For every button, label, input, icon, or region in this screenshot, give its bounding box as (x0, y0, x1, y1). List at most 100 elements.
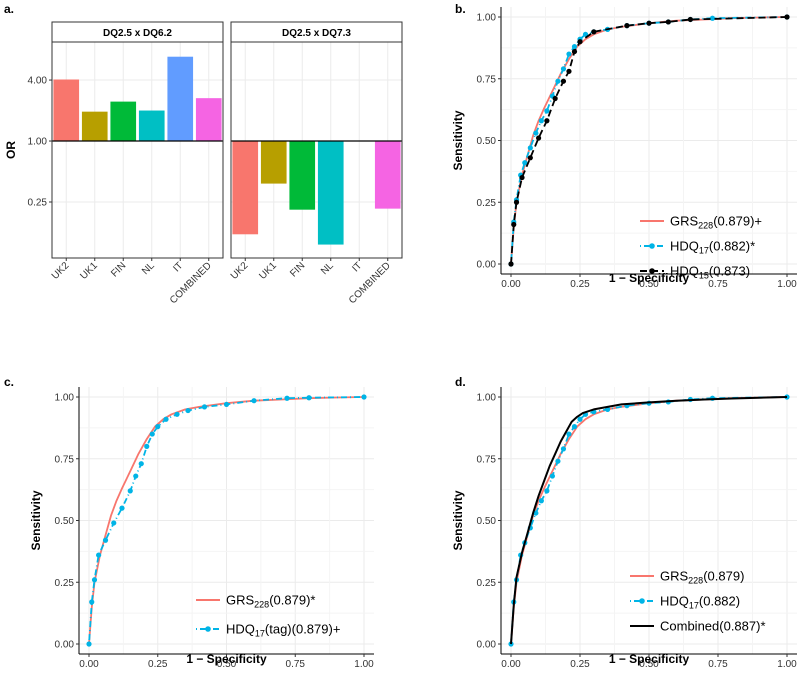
y-axis-title-a: OR (4, 141, 18, 159)
roc-point (144, 443, 150, 449)
bar-fin (289, 141, 316, 210)
legend-name: GRS (660, 569, 689, 584)
y-tick-label: 1.00 (55, 393, 75, 404)
panel-label-d: d. (455, 375, 466, 389)
y-axis-title: Sensitivity (451, 490, 465, 550)
legend-name: Combined (660, 619, 719, 634)
roc-point (624, 23, 630, 29)
x-tick-label: FIN (109, 260, 128, 279)
roc-point (138, 461, 144, 467)
x-tick-label: FIN (288, 260, 307, 279)
legend-suffix: (0.879)* (269, 593, 315, 608)
roc-panel-d: d. 0.00 0.00 0.25 0.25 0.50 0.50 0.75 0.75 1.00 1.… (451, 375, 797, 670)
x-tick-label: UK1 (257, 260, 279, 282)
x-tick-label: IT (171, 260, 185, 274)
roc-point (536, 135, 542, 141)
bar-combined (374, 141, 401, 209)
y-tick-label: 0.75 (477, 74, 497, 85)
legend-suffix: (tag)(0.879)+ (265, 622, 341, 637)
legend-key-point (639, 598, 645, 604)
y-tick-label: 0.50 (55, 516, 75, 527)
x-tick-label: UK2 (229, 260, 251, 282)
roc-point (185, 407, 191, 414)
roc-point (577, 416, 583, 422)
facet-border (51, 41, 224, 259)
facet-border (230, 41, 403, 259)
legend-subscript: 17 (689, 601, 699, 611)
roc-panel-b: b. 0.00 0.00 0.25 0.25 0.50 0.50 0.75 0.75 1.00 1.… (451, 2, 797, 290)
legend-label: GRS228(0.879)* (226, 593, 315, 610)
x-tick-label: 0.25 (570, 279, 590, 290)
legend-suffix: (0.882)* (709, 239, 755, 254)
roc-point (571, 44, 578, 50)
roc-point (91, 577, 98, 583)
legend-name: HDQ (670, 264, 699, 279)
legend-entry: HDQ17(tag)(0.879)+ (196, 622, 340, 639)
roc-point (544, 108, 550, 114)
roc-curve (510, 396, 788, 645)
bar-combined (195, 98, 222, 142)
x-tick-label: 0.00 (79, 659, 99, 670)
facet-title: DQ2.5 x DQ7.3 (282, 28, 351, 39)
y-tick-label: 0.50 (477, 516, 497, 527)
y-tick-label: 0.00 (477, 640, 497, 651)
bar-fin (110, 101, 137, 142)
y-tick-label: 0.25 (477, 198, 497, 209)
roc-point (163, 416, 169, 422)
legend-entry: GRS228(0.879)+ (640, 214, 762, 231)
bar-uk1 (81, 111, 108, 142)
roc-curve (88, 396, 365, 645)
legend-key-point (649, 243, 655, 249)
legend-entry: HDQ17(0.882) (630, 594, 740, 611)
y-tick-label: 0.50 (477, 136, 497, 147)
legend-label: HDQ17(0.882) (660, 594, 740, 611)
panel-label-a: a. (4, 2, 14, 16)
roc-point (361, 394, 367, 400)
roc-point (508, 261, 514, 267)
roc-curve (510, 16, 788, 265)
legend-suffix: (0.879)+ (713, 214, 762, 229)
roc-point (552, 95, 558, 102)
y-tick-label: 0.00 (55, 640, 75, 651)
roc-point (251, 398, 257, 404)
bar-nl (317, 141, 344, 245)
x-tick-label: 1.00 (354, 659, 374, 670)
x-tick-label: 0.75 (708, 279, 728, 290)
bar-it (167, 56, 194, 142)
legend-subscript: 228 (254, 600, 269, 610)
x-tick-label: 0.75 (708, 659, 728, 670)
x-tick-label: 0.50 (217, 659, 237, 670)
roc-point (544, 488, 550, 494)
legend-key-point (649, 268, 655, 274)
roc-point (665, 19, 671, 25)
legend-label: GRS228(0.879)+ (670, 214, 762, 231)
x-tick-label: 0.00 (501, 279, 521, 290)
roc-point (544, 118, 550, 124)
roc-point (560, 66, 567, 72)
bar-uk2 (53, 79, 80, 142)
legend-subscript: 17 (699, 246, 709, 256)
roc-point (560, 78, 567, 84)
roc-point (96, 552, 102, 558)
legend-name: GRS (226, 593, 255, 608)
roc-point (566, 431, 572, 437)
bar-uk2 (232, 141, 259, 235)
y-tick-label-a: 1.00 (28, 137, 48, 148)
x-tick-label: 0.25 (148, 659, 168, 670)
facet-title: DQ2.5 x DQ6.2 (103, 28, 172, 39)
roc-point (522, 160, 528, 166)
legend-label: GRS228(0.879) (660, 569, 744, 586)
bar-nl (138, 110, 165, 142)
legend-entry: GRS228(0.879) (630, 569, 744, 586)
y-tick-label: 0.25 (55, 578, 75, 589)
legend-subscript: 228 (688, 576, 703, 586)
roc-point (174, 411, 180, 417)
series-hdq15 (508, 14, 790, 267)
roc-panel-c: c. 0.00 0.00 0.25 0.25 0.50 0.50 0.75 0.75 1.00 1.… (4, 375, 374, 670)
roc-point (538, 118, 544, 124)
roc-point (223, 401, 230, 408)
legend-suffix: (0.879) (703, 569, 744, 584)
legend-key-point (205, 626, 211, 632)
